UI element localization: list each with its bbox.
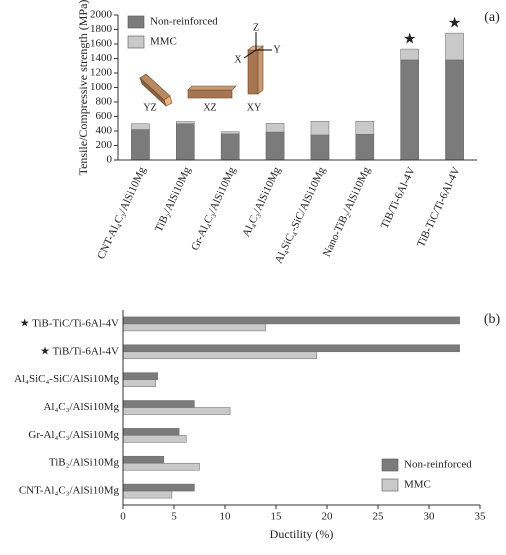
x-tick-label: Gr-Al₄C₃/AlSi10Mg xyxy=(189,165,238,253)
y-axis-label: Tensile/Compressive strength (MPa) xyxy=(76,0,90,175)
legend-swatch xyxy=(381,478,399,492)
y-tick-label: Al₄SiC₄-SiC/AlSi10Mg xyxy=(14,373,119,385)
panel-label: (a) xyxy=(484,10,500,25)
bar xyxy=(122,316,460,325)
legend-label: MMC xyxy=(150,36,177,48)
x-tick-label: TiB/Ti-6Al-4V xyxy=(379,165,418,230)
y-tick-label: ★ TiB/Ti-6Al-4V xyxy=(40,345,119,357)
bar xyxy=(122,455,165,464)
bar xyxy=(445,59,464,161)
bar xyxy=(122,428,180,436)
y-tick-label: Gr-Al₄C₃/AlSi10Mg xyxy=(28,429,119,441)
x-tick-label: 10 xyxy=(220,511,232,523)
panel-label: (b) xyxy=(484,312,501,327)
bar xyxy=(220,133,240,161)
y-tick-label: ★ TiB-TiC/Ti-6Al-4V xyxy=(20,317,119,329)
y-tick-label: 1000 xyxy=(90,81,113,93)
bar xyxy=(176,123,195,161)
y-tick-label: Al₄C₃/AlSi10Mg xyxy=(43,401,119,413)
x-tick-label: 20 xyxy=(322,511,334,523)
legend-label: MMC xyxy=(404,479,431,491)
bar xyxy=(122,351,318,360)
y-tick-label: 0 xyxy=(107,154,113,166)
bar xyxy=(122,323,267,332)
x-tick-label: 25 xyxy=(373,511,385,523)
x-tick-label: 0 xyxy=(120,511,126,523)
legend-swatch xyxy=(127,35,145,49)
x-axis-label: Ductility (%) xyxy=(270,527,334,541)
y-tick-label: 1600 xyxy=(90,38,113,50)
inset-label: XY xyxy=(247,102,261,113)
legend-swatch xyxy=(381,458,399,472)
inset-label: XZ xyxy=(203,102,216,113)
x-tick-label: TiB-TiC/Ti-6Al-4V xyxy=(415,165,463,249)
bar xyxy=(400,59,419,161)
bar xyxy=(310,134,330,161)
x-tick-label: TiB₂/AlSi10Mg xyxy=(153,165,194,234)
x-tick-label: 15 xyxy=(271,511,283,523)
y-tick-label: TiB₂/AlSi10Mg xyxy=(49,457,120,469)
x-tick-label: 5 xyxy=(171,511,177,523)
bar xyxy=(355,134,375,161)
legend-label: Non-reinforced xyxy=(150,16,218,28)
y-tick-label: 600 xyxy=(96,110,113,122)
bar xyxy=(122,344,460,353)
x-tick-label: Nano-TiB₂/AlSi10Mg xyxy=(321,165,373,259)
y-tick-label: 800 xyxy=(96,96,113,108)
x-tick-label: Al₄SiC₄-SiC/AlSi10Mg xyxy=(273,165,328,266)
legend-swatch xyxy=(127,15,145,29)
inset-blocks xyxy=(139,32,272,108)
bar xyxy=(122,462,200,471)
y-tick-label: 1400 xyxy=(90,52,113,64)
x-tick-label: 30 xyxy=(424,511,436,523)
annotation-star: ★ xyxy=(403,32,416,48)
bar xyxy=(122,372,158,380)
bar xyxy=(122,483,195,492)
inset-axis-label: Z xyxy=(253,22,259,33)
inset-label: YZ xyxy=(143,102,156,113)
bar xyxy=(122,407,231,415)
bar xyxy=(122,490,173,499)
x-tick-label: CNT-Al₄C₃/AlSi10Mg xyxy=(95,165,148,261)
x-tick-label: 35 xyxy=(475,511,487,523)
bar xyxy=(122,400,195,408)
bar xyxy=(265,131,285,161)
annotation-star: ★ xyxy=(448,16,461,32)
inset-axis-label: Y xyxy=(273,44,280,55)
bar xyxy=(122,435,187,443)
y-tick-label: 1200 xyxy=(90,67,113,79)
legend-label: Non-reinforced xyxy=(404,459,472,471)
y-tick-label: 400 xyxy=(96,125,113,137)
y-tick-label: 1800 xyxy=(90,23,113,35)
x-tick-label: Al₄C₃/AlSi10Mg xyxy=(240,165,283,239)
bar xyxy=(122,379,156,387)
y-tick-label: CNT-Al₄C₃/AlSi10Mg xyxy=(19,485,120,497)
y-tick-label: 2000 xyxy=(90,9,113,21)
y-tick-label: 200 xyxy=(96,139,113,151)
bar xyxy=(131,129,150,161)
inset-axis-label: X xyxy=(234,54,242,65)
